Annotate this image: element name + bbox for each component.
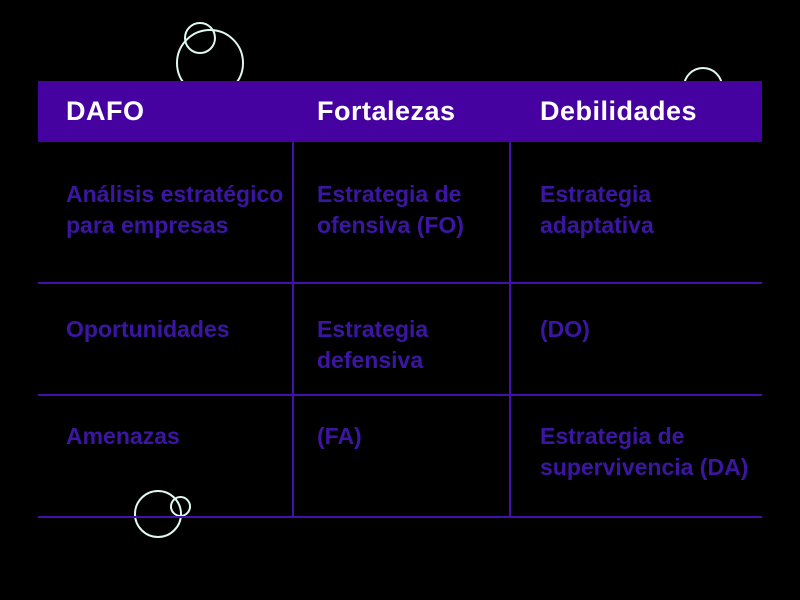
column-divider-2 bbox=[509, 142, 511, 517]
cell-estrategia-ofensiva: Estrategia de ofensiva (FO) bbox=[317, 181, 464, 238]
header-cell-fortalezas: Fortalezas bbox=[317, 96, 456, 126]
decorative-circle-bottom-small bbox=[170, 496, 191, 517]
cell-oportunidades: Oportunidades bbox=[66, 316, 230, 342]
column-divider-1 bbox=[292, 142, 294, 517]
header-cell-dafo: DAFO bbox=[66, 96, 145, 126]
row-divider-1 bbox=[38, 282, 762, 284]
table-bottom-rule bbox=[38, 516, 762, 518]
cell-fa: (FA) bbox=[317, 423, 362, 449]
cell-estrategia-supervivencia: Estrategia de supervivencia (DA) bbox=[540, 423, 749, 480]
cell-do: (DO) bbox=[540, 316, 590, 342]
decorative-circle-top-small bbox=[184, 22, 216, 54]
row-divider-2 bbox=[38, 394, 762, 396]
table-header: DAFO Fortalezas Debilidades bbox=[38, 81, 762, 142]
cell-amenazas: Amenazas bbox=[66, 423, 180, 449]
header-cell-debilidades: Debilidades bbox=[540, 96, 698, 126]
cell-estrategia-adaptativa: Estrategia adaptativa bbox=[540, 181, 654, 238]
cell-analisis-estrategico: Análisis estratégico para empresas bbox=[66, 181, 284, 238]
cell-estrategia-defensiva: Estrategia defensiva bbox=[317, 316, 429, 373]
